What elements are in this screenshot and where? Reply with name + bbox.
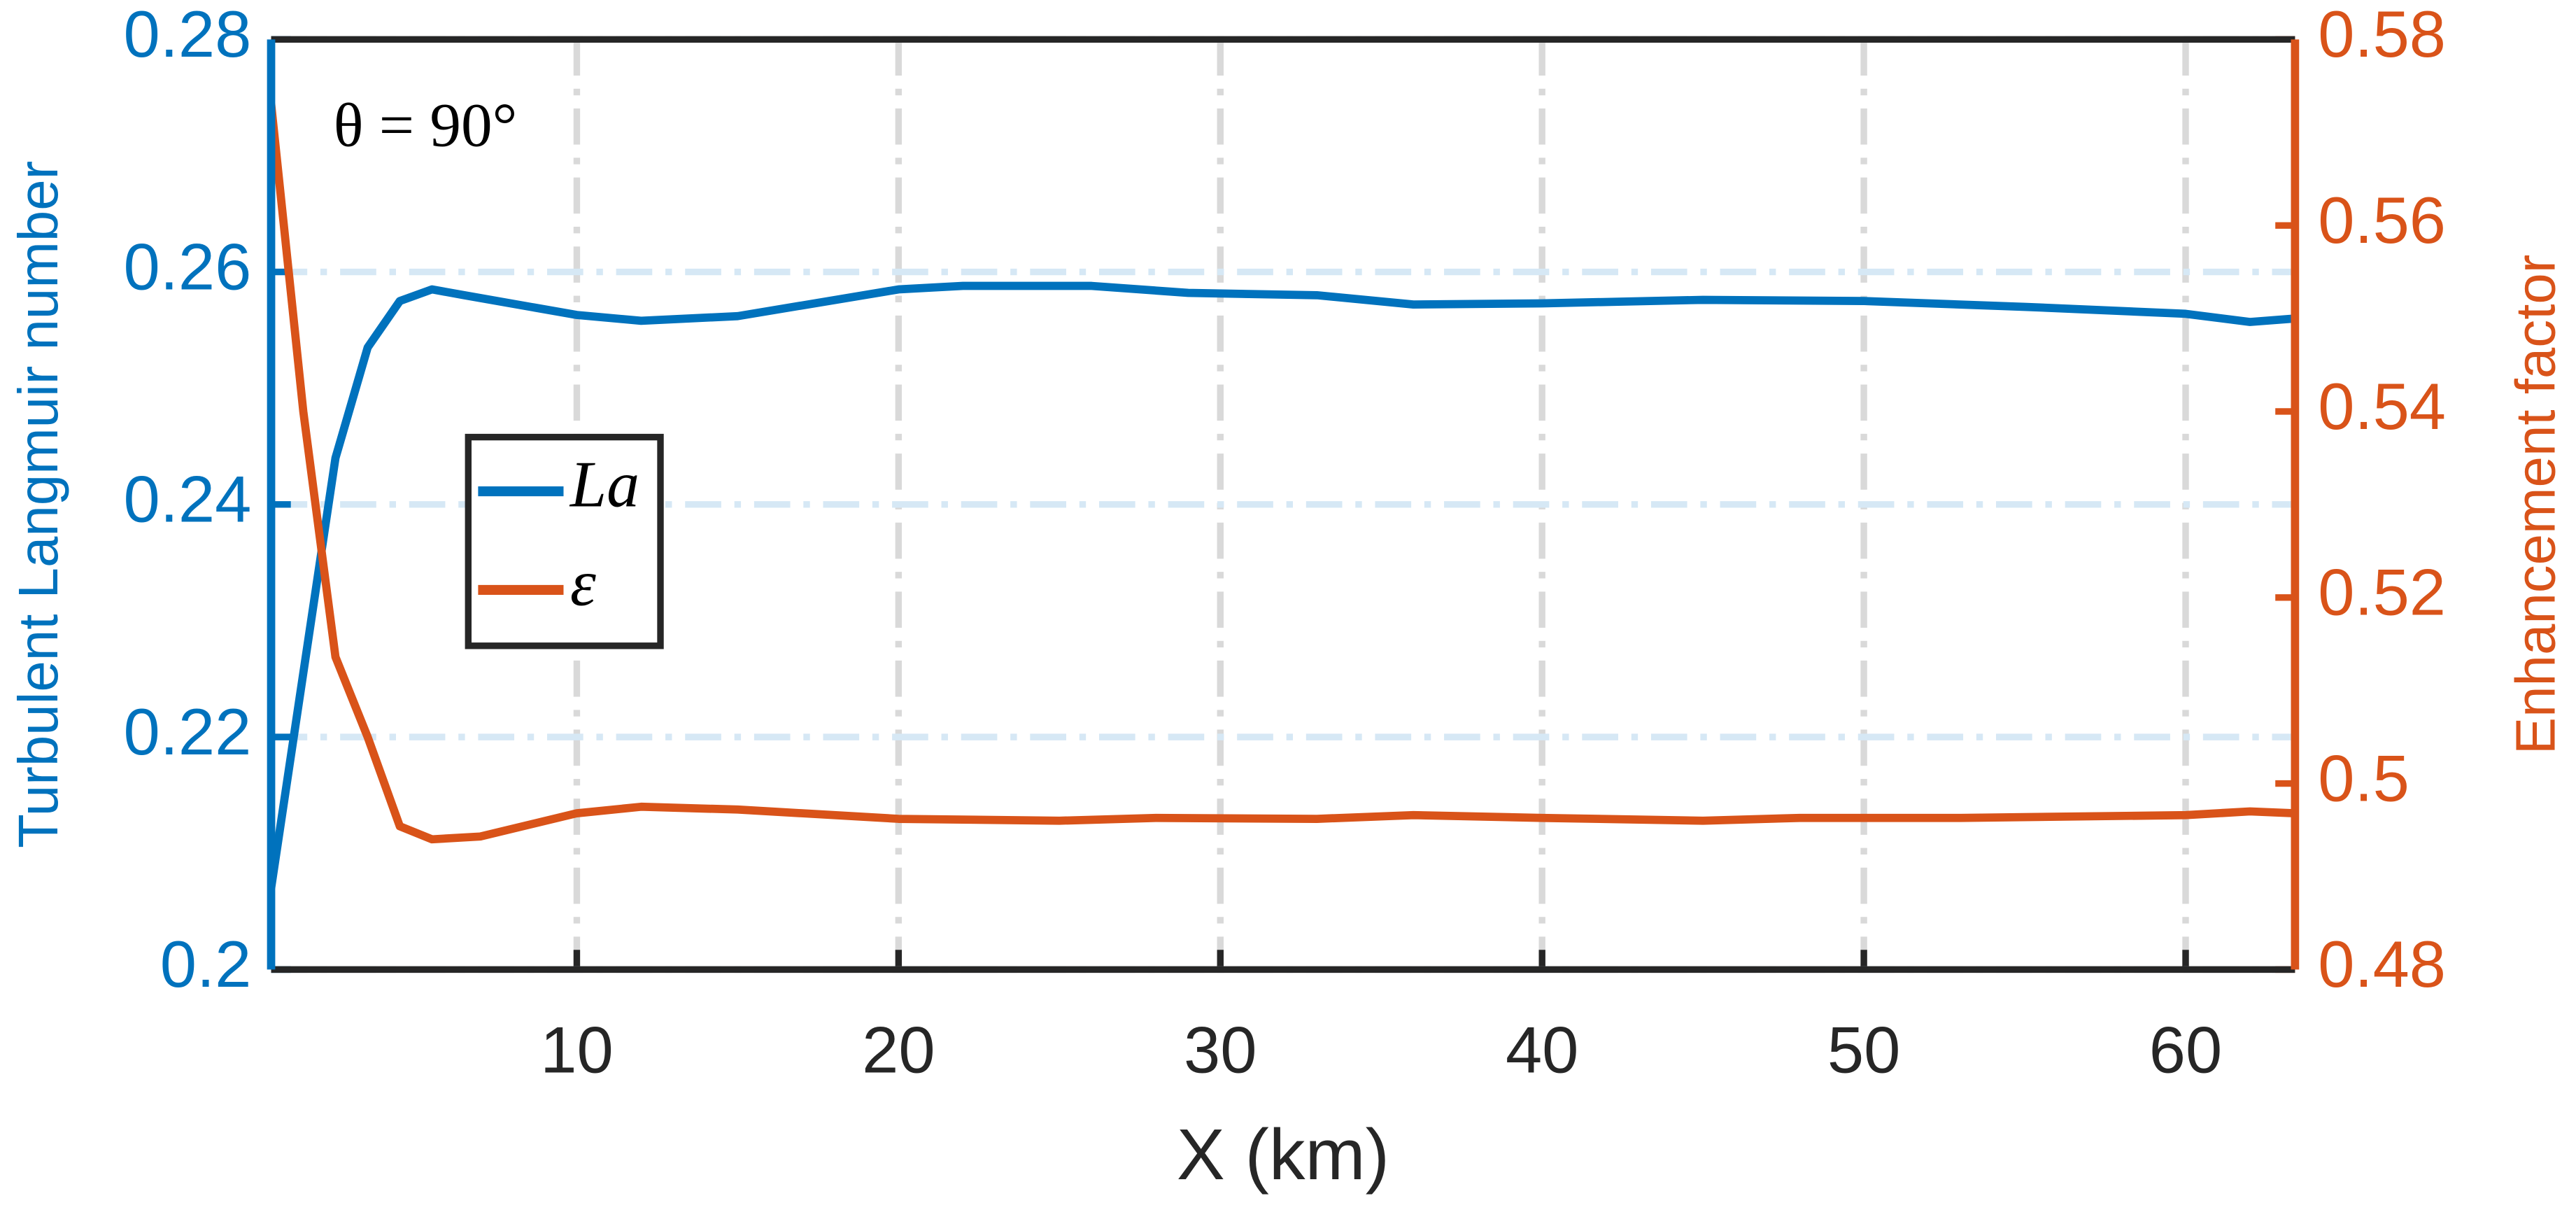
x-tick-label: 40 [1506,1013,1578,1086]
y2-tick-label: 0.48 [2318,927,2446,1001]
y2-axis-label: Enhancement factor [2504,255,2566,754]
y-tick-label: 0.2 [160,927,252,1001]
x-axis-label: X (km) [1177,1113,1389,1195]
x-tick-label: 30 [1184,1013,1257,1086]
series-line [271,103,2295,844]
y2-tick-label: 0.56 [2318,183,2446,257]
y-tick-label: 0.28 [124,0,252,71]
series-line [271,281,2295,889]
y2-tick-label: 0.54 [2318,370,2446,443]
y2-tick-label: 0.52 [2318,556,2446,629]
legend-box [465,433,664,649]
legend-label: ε [570,547,596,620]
x-tick-label: 10 [540,1013,613,1086]
x-tick-label: 60 [2149,1013,2222,1086]
annotation: θ = 90° [334,90,518,160]
y-tick-label: 0.24 [124,463,252,536]
y2-tick-label: 0.58 [2318,0,2446,71]
y-axis-label: Turbulent Langmuir number [7,161,69,848]
y-tick-label: 0.26 [124,230,252,303]
y-tick-label: 0.22 [124,695,252,768]
y2-tick-label: 0.5 [2318,741,2409,815]
legend-label: La [569,449,639,521]
x-tick-label: 50 [1827,1013,1900,1086]
x-tick-label: 20 [862,1013,935,1086]
